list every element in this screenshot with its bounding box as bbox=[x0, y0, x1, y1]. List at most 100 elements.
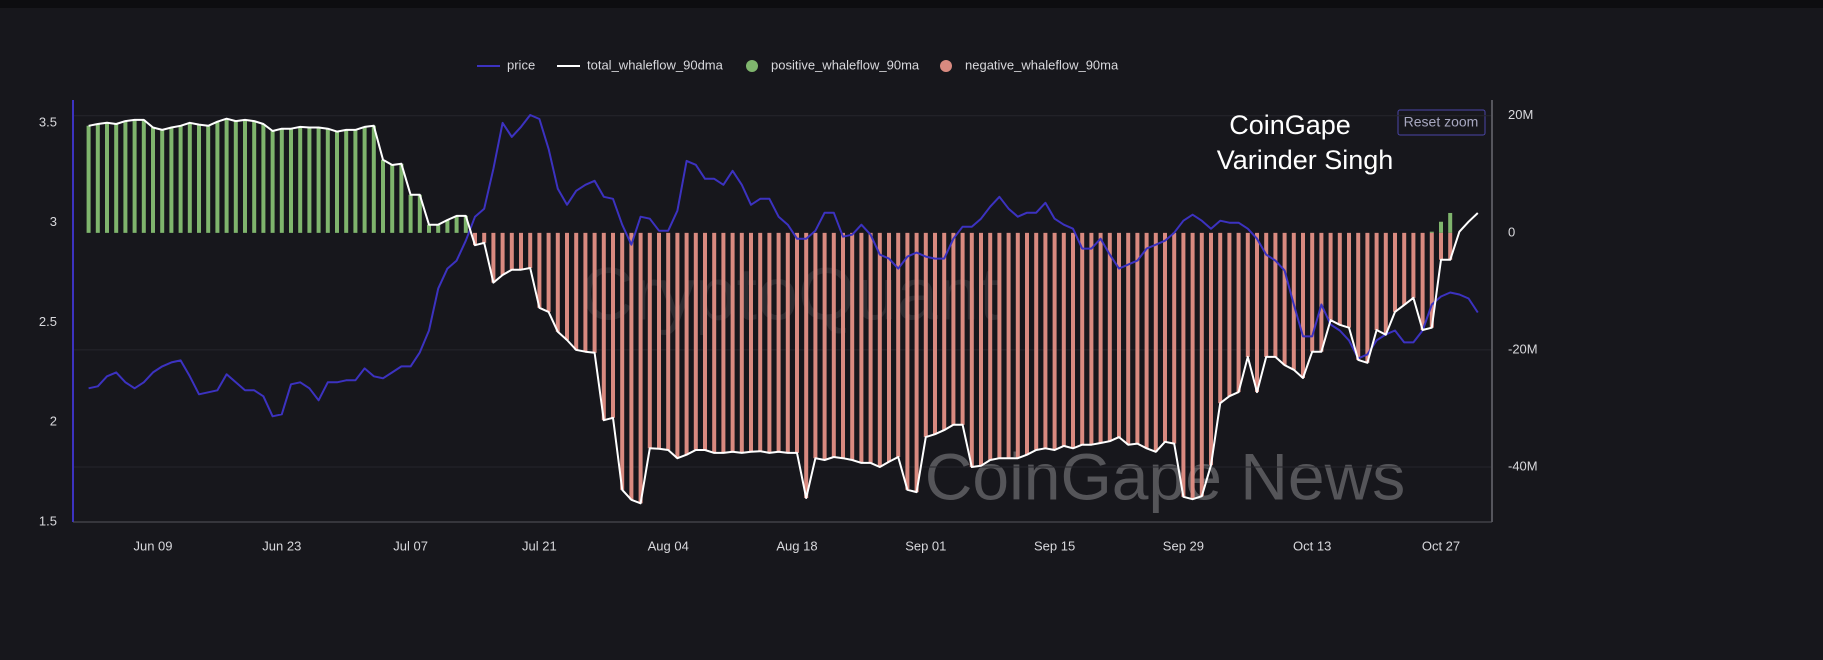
watermark: CryptoQuant bbox=[580, 253, 1000, 336]
bar bbox=[1439, 221, 1443, 233]
bar bbox=[785, 232, 790, 453]
bar bbox=[638, 232, 643, 504]
bar bbox=[1015, 232, 1020, 459]
x-tick-label: Jun 23 bbox=[262, 538, 301, 553]
x-tick-label: Sep 29 bbox=[1163, 538, 1204, 553]
legend-label: positive_whaleflow_90ma bbox=[771, 57, 920, 72]
bar bbox=[325, 128, 330, 233]
bar bbox=[1144, 232, 1149, 449]
y2-tick-label: 20M bbox=[1508, 107, 1533, 122]
bar bbox=[666, 232, 671, 451]
reset-zoom-button[interactable] bbox=[1397, 109, 1486, 136]
bar bbox=[114, 123, 119, 233]
y-tick-label: 2 bbox=[50, 414, 57, 429]
bar bbox=[988, 232, 993, 460]
bar bbox=[1163, 232, 1167, 442]
bar bbox=[767, 232, 772, 453]
bar bbox=[1098, 232, 1103, 443]
bar bbox=[1383, 232, 1388, 335]
bar bbox=[289, 128, 293, 233]
x-tick-label: Oct 13 bbox=[1293, 538, 1331, 553]
bar bbox=[647, 232, 652, 449]
x-tick-label: Sep 01 bbox=[905, 538, 946, 553]
bar bbox=[1089, 232, 1094, 445]
bar bbox=[896, 232, 901, 458]
bar bbox=[1429, 232, 1434, 328]
annotation: CoinGape bbox=[1229, 110, 1351, 140]
bar bbox=[657, 232, 661, 449]
bar bbox=[1071, 232, 1075, 449]
y2-tick-label: -40M bbox=[1508, 458, 1538, 473]
bar bbox=[1190, 232, 1195, 500]
bar bbox=[1199, 232, 1204, 497]
bar bbox=[1374, 232, 1379, 331]
bar bbox=[86, 125, 91, 233]
bar bbox=[1347, 232, 1351, 328]
bar bbox=[151, 127, 155, 233]
bar bbox=[693, 232, 698, 451]
bar bbox=[813, 232, 818, 459]
bar bbox=[298, 126, 303, 233]
bar bbox=[233, 121, 238, 233]
reset-zoom-label[interactable]: Reset zoom bbox=[1404, 114, 1479, 130]
bar bbox=[436, 224, 441, 233]
bar bbox=[749, 232, 753, 452]
bar bbox=[951, 232, 956, 425]
bar bbox=[500, 232, 505, 276]
bar bbox=[1356, 232, 1361, 360]
bar bbox=[417, 194, 422, 233]
bar bbox=[1448, 212, 1453, 233]
bar bbox=[1025, 232, 1029, 455]
bar bbox=[491, 232, 496, 283]
bar bbox=[528, 232, 533, 268]
bar bbox=[445, 219, 450, 233]
bar bbox=[381, 159, 385, 233]
annotation: Varinder Singh bbox=[1217, 145, 1394, 175]
bar bbox=[914, 232, 919, 493]
bar bbox=[169, 127, 174, 233]
bar bbox=[1337, 232, 1342, 325]
bar bbox=[123, 121, 128, 233]
bar bbox=[574, 232, 579, 350]
bar bbox=[252, 121, 257, 233]
bar bbox=[178, 125, 183, 233]
x-tick-label: Jul 21 bbox=[522, 538, 557, 553]
bar bbox=[841, 232, 845, 459]
bar bbox=[206, 125, 211, 233]
bar bbox=[1135, 232, 1140, 444]
bar bbox=[1117, 232, 1121, 438]
bar bbox=[1273, 232, 1278, 357]
bar bbox=[1365, 232, 1370, 363]
bar bbox=[1126, 232, 1131, 445]
bar bbox=[390, 164, 395, 233]
bar bbox=[583, 232, 588, 352]
bar bbox=[546, 232, 551, 312]
bar bbox=[270, 131, 275, 233]
bar bbox=[141, 119, 146, 233]
bar bbox=[601, 232, 606, 421]
y-tick-label: 3 bbox=[50, 214, 57, 229]
bar bbox=[427, 224, 431, 233]
bar bbox=[1181, 232, 1186, 497]
x-tick-label: Jul 07 bbox=[393, 538, 428, 553]
bar bbox=[1402, 232, 1407, 305]
bar bbox=[1227, 232, 1232, 397]
bar bbox=[969, 232, 974, 467]
bar bbox=[1411, 232, 1416, 298]
x-tick-label: Aug 18 bbox=[776, 538, 817, 553]
bar bbox=[1448, 232, 1453, 260]
bar bbox=[721, 232, 726, 453]
legend-dot bbox=[746, 60, 758, 72]
bar bbox=[454, 215, 459, 233]
bar bbox=[1061, 232, 1066, 446]
bar bbox=[804, 232, 809, 499]
series-line bbox=[88, 114, 1479, 418]
bar bbox=[224, 118, 229, 233]
bar bbox=[316, 127, 321, 233]
bar bbox=[960, 232, 965, 425]
bar bbox=[859, 232, 864, 463]
bar bbox=[703, 232, 707, 451]
bar bbox=[850, 232, 855, 460]
